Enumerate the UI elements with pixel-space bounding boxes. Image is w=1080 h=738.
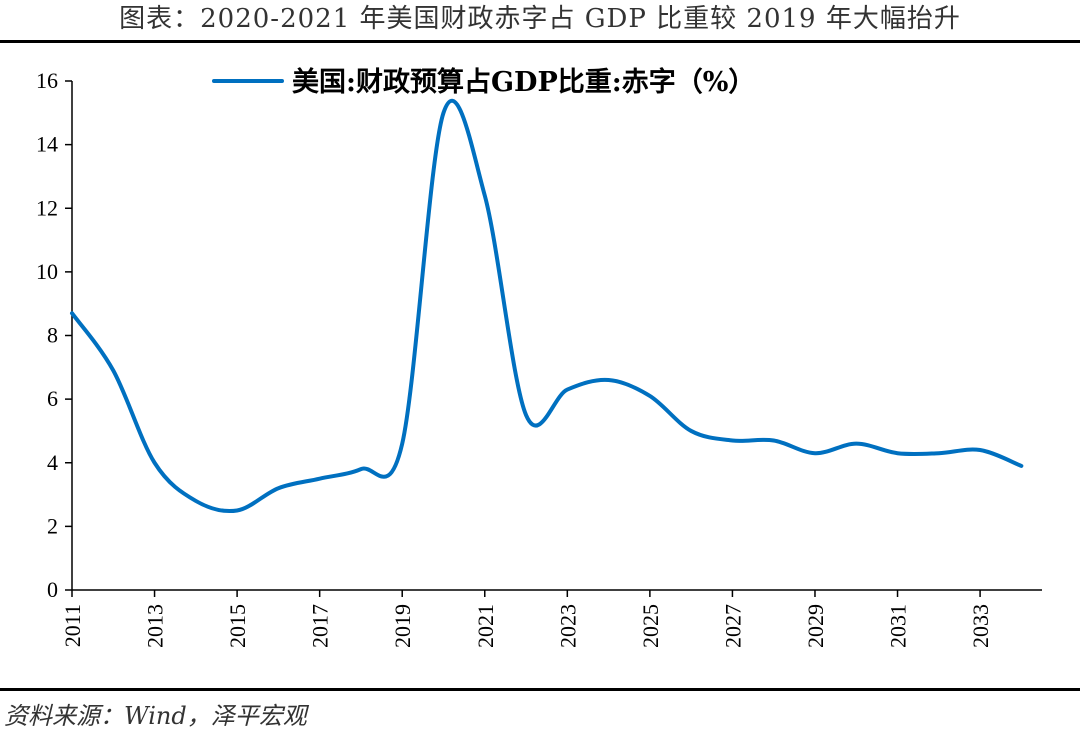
chart-title: 图表：2020-2021 年美国财政赤字占 GDP 比重较 2019 年大幅抬升 <box>119 4 961 34</box>
deficit-series-line <box>70 98 1024 513</box>
y-tick-label: 0 <box>47 577 58 602</box>
x-tick-label: 2029 <box>803 604 828 648</box>
x-tick-label: 2015 <box>225 604 250 648</box>
y-tick-label: 6 <box>47 386 58 411</box>
x-tick-label: 2031 <box>886 604 911 648</box>
top-divider <box>0 40 1080 43</box>
x-tick-label: 2021 <box>473 604 498 648</box>
legend-label: 美国:财政预算占GDP比重:赤字（%） <box>292 66 755 98</box>
legend: 美国:财政预算占GDP比重:赤字（%） <box>212 66 755 98</box>
y-tick-label: 8 <box>47 323 58 348</box>
y-tick-label: 16 <box>36 68 58 93</box>
source-note: 资料来源：Wind，泽平宏观 <box>4 702 307 730</box>
y-tick-label: 4 <box>47 450 58 475</box>
y-tick-label: 10 <box>36 259 58 284</box>
y-axis-ticks: 0 2 4 6 8 10 12 14 16 <box>36 68 72 602</box>
chart-axes <box>71 81 1042 591</box>
x-tick-label: 2023 <box>555 604 580 648</box>
x-tick-label: 2027 <box>720 604 745 648</box>
x-tick-label: 2017 <box>308 604 333 648</box>
x-tick-label: 2013 <box>143 604 168 648</box>
y-tick-label: 12 <box>36 195 58 220</box>
y-tick-label: 2 <box>47 513 58 538</box>
y-tick-label: 14 <box>36 132 58 157</box>
x-tick-label: 2025 <box>638 604 663 648</box>
x-tick-label: 2033 <box>968 604 993 648</box>
x-axis-ticks: 2011 2013 2015 2017 2019 2021 2023 2025 2027 2029… <box>60 590 993 648</box>
series-layer <box>70 98 1024 513</box>
x-tick-label: 2011 <box>60 604 85 647</box>
bottom-divider <box>0 688 1080 691</box>
x-tick-label: 2019 <box>390 604 415 648</box>
